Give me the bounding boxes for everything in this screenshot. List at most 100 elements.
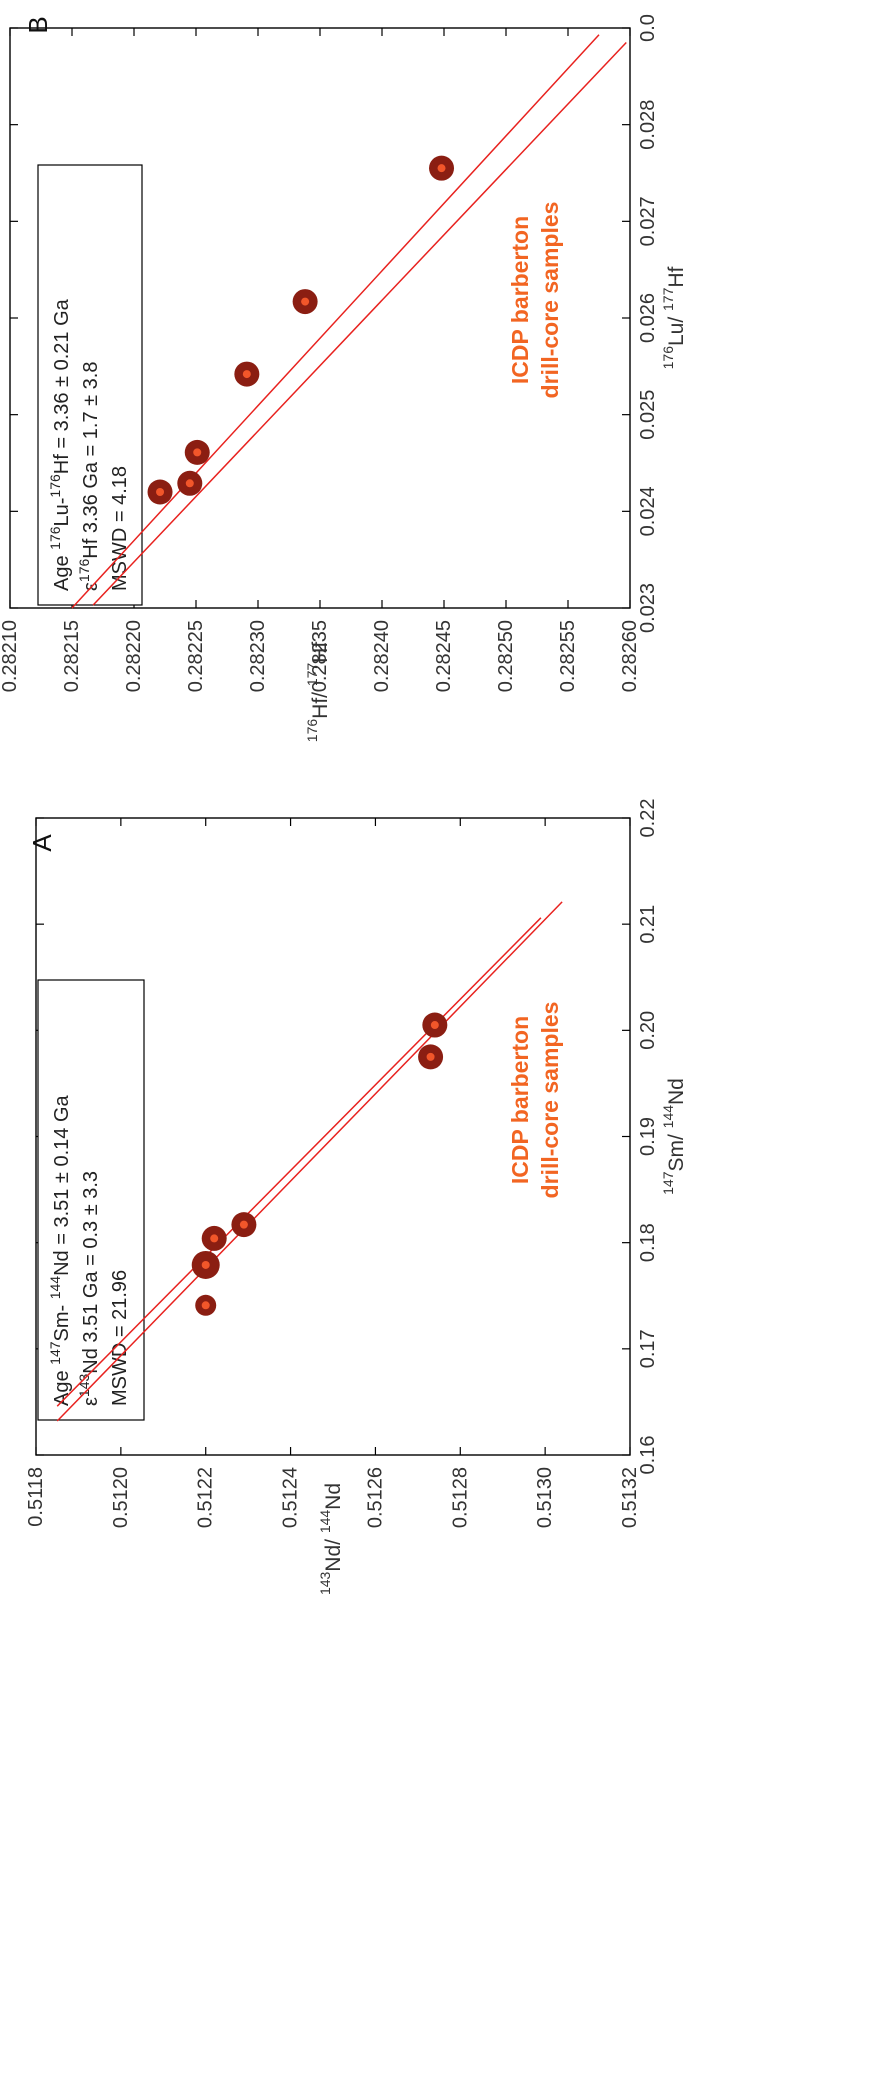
text-run-chart_data.0.legend_box.lines.0-2: Sm- xyxy=(51,1299,73,1341)
data-point-core xyxy=(201,1260,210,1269)
text-run-chart_data.0.xlabel_parts-1: Sm/ xyxy=(665,1128,688,1171)
x-tick-label: 0.023 xyxy=(637,583,659,633)
superscript-chart_data.0.xlabel_parts-2: 144 xyxy=(660,1105,676,1129)
stats-line-1: Age 176Lu-176Hf = 3.36 ± 0.21 Ga xyxy=(47,298,73,591)
data-point-core xyxy=(156,488,165,496)
y-tick-label: 0.28230 xyxy=(247,620,269,692)
x-axis-title: 147Sm/ 144Nd xyxy=(660,1078,688,1195)
y-tick-label: 0.28240 xyxy=(371,620,393,692)
x-tick-label: 0.22 xyxy=(637,799,659,838)
y-tick-label: 0.5118 xyxy=(25,1467,47,1527)
y-tick-label: 0.28215 xyxy=(61,620,83,692)
x-tick-label: 0.18 xyxy=(637,1223,659,1262)
data-point-core xyxy=(301,297,310,306)
y-tick-label: 0.5122 xyxy=(195,1467,217,1528)
x-tick-label: 0.025 xyxy=(637,390,659,440)
text-run-chart_data.1.legend_box.lines.0-4: Hf = 3.36 ± 0.21 Ga xyxy=(51,298,73,474)
data-point-core xyxy=(193,448,202,457)
y-tick-label: 0.5132 xyxy=(619,1467,641,1528)
y-axis-title: 176Hf/ 177Hf xyxy=(304,642,332,743)
data-point-core xyxy=(210,1234,219,1243)
isochron-line-1 xyxy=(56,901,563,1422)
data-point-core xyxy=(430,1021,439,1030)
text-run-chart_data.1.legend_box.lines.2-0: MSWD = 4.18 xyxy=(109,466,131,591)
annotation-line-1: ICDP barberton xyxy=(507,1016,533,1184)
text-run-chart_data.1.legend_box.lines.0-0: Age xyxy=(51,550,73,591)
text-run-chart_data.0.legend_box.lines.0-0: Age xyxy=(51,1365,73,1406)
y-tick-label: 0.28255 xyxy=(557,620,579,692)
y-tick-label: 0.5128 xyxy=(449,1467,471,1528)
stats-box xyxy=(37,164,143,606)
y-tick-label: 0.28235 xyxy=(309,620,331,692)
data-point-core xyxy=(242,370,251,379)
x-tick-label: 0.026 xyxy=(637,293,659,343)
text-run-chart_data.1.legend_box.lines.1-2: Hf 3.36 Ga = 1.7 ± 3.8 xyxy=(80,362,102,559)
panel-label: B xyxy=(23,16,53,33)
text-run-chart_data.0.legend_box.lines.1-0: ε xyxy=(80,1397,102,1406)
text-run-chart_data.0.legend_box.lines.1-2: Nd 3.51 Ga = 0.3 ± 3.3 xyxy=(80,1171,102,1374)
text-run-chart_data.0.legend_box.lines.0-4: Nd = 3.51 ± 0.14 Ga xyxy=(51,1094,73,1275)
panel-b: 0.023 0.024 0.025 0.026 0.027 0.028 0.0 0.28210… xyxy=(0,14,688,742)
superscript-chart_data.1.ylabel_parts-2: 177 xyxy=(304,663,320,687)
text-run-chart_data.0.ylabel_parts-3: Nd xyxy=(322,1483,345,1510)
text-run-chart_data.1.ylabel_parts-1: Hf/ xyxy=(309,686,332,719)
isochron-line-2 xyxy=(56,917,542,1407)
y-tick-label: 0.28220 xyxy=(123,620,145,692)
x-tick-label: 0.20 xyxy=(637,1011,659,1050)
annotation-line-1: ICDP barberton xyxy=(507,216,533,384)
data-point-core xyxy=(239,1220,248,1229)
y-tick-label: 0.28245 xyxy=(433,620,455,692)
superscript-chart_data.1.xlabel_parts-2: 177 xyxy=(660,287,676,311)
stats-line-2: ε143Nd 3.51 Ga = 0.3 ± 3.3 xyxy=(76,1171,102,1406)
x-tick-label: 0.0 xyxy=(637,14,659,42)
y-tick-label: 0.28250 xyxy=(495,620,517,692)
text-run-chart_data.1.ylabel_parts-3: Hf xyxy=(309,642,332,663)
x-tick-label: 0.028 xyxy=(637,100,659,150)
data-point-core xyxy=(437,164,446,173)
superscript-chart_data.1.legend_box.lines.1-1: 176 xyxy=(76,559,92,583)
text-run-chart_data.1.xlabel_parts-3: Hf xyxy=(665,266,688,287)
x-tick-label: 0.027 xyxy=(637,196,659,246)
superscript-chart_data.0.ylabel_parts-2: 144 xyxy=(317,1510,333,1534)
x-axis-title: 176Lu/ 177Hf xyxy=(660,266,688,369)
panel-a: 0.16 0.17 0.18 0.19 0.20 0.21 0.22 0.5118 0.5120… xyxy=(25,799,688,1596)
isochron-line-1 xyxy=(92,41,627,606)
text-run-chart_data.1.legend_box.lines.0-2: Lu- xyxy=(51,498,73,527)
text-run-chart_data.0.xlabel_parts-3: Nd xyxy=(665,1078,688,1105)
y-tick-label: 0.28210 xyxy=(0,620,21,692)
text-run-chart_data.0.ylabel_parts-1: Nd/ xyxy=(322,1533,345,1572)
y-tick-label: 0.5120 xyxy=(110,1467,132,1528)
data-point-core xyxy=(426,1052,435,1061)
isochron-line-2 xyxy=(71,34,600,609)
superscript-chart_data.1.legend_box.lines.0-3: 176 xyxy=(47,474,63,498)
data-point-core xyxy=(201,1301,210,1310)
x-tick-label: 0.21 xyxy=(637,905,659,944)
stats-line-3: MSWD = 4.18 xyxy=(109,466,131,591)
annotation-line-2: drill-core samples xyxy=(537,202,563,399)
data-point-core xyxy=(185,479,194,488)
y-tick-label: 0.28225 xyxy=(185,620,207,692)
y-tick-label: 0.5124 xyxy=(280,1467,302,1528)
panel-label: A xyxy=(27,834,57,852)
stats-line-3: MSWD = 21.96 xyxy=(109,1270,131,1406)
stats-line-2: ε176Hf 3.36 Ga = 1.7 ± 3.8 xyxy=(76,362,102,592)
superscript-chart_data.0.legend_box.lines.0-3: 144 xyxy=(47,1276,63,1300)
y-tick-label: 0.28260 xyxy=(619,620,641,692)
text-run-chart_data.1.xlabel_parts-1: Lu/ xyxy=(665,311,688,346)
superscript-chart_data.0.ylabel_parts-0: 143 xyxy=(317,1571,333,1595)
x-tick-label: 0.024 xyxy=(637,486,659,536)
y-axis-title: 143Nd/ 144Nd xyxy=(317,1483,345,1595)
x-tick-label: 0.16 xyxy=(637,1436,659,1475)
stats-box xyxy=(37,979,145,1421)
text-run-chart_data.0.legend_box.lines.2-0: MSWD = 21.96 xyxy=(109,1270,131,1406)
x-tick-label: 0.17 xyxy=(637,1329,659,1368)
superscript-chart_data.0.xlabel_parts-0: 147 xyxy=(660,1171,676,1195)
superscript-chart_data.0.legend_box.lines.0-1: 147 xyxy=(47,1341,63,1365)
superscript-chart_data.1.ylabel_parts-0: 176 xyxy=(304,719,320,743)
y-tick-label: 0.5130 xyxy=(534,1467,556,1528)
x-tick-label: 0.19 xyxy=(637,1117,659,1156)
annotation-line-2: drill-core samples xyxy=(537,1002,563,1199)
superscript-chart_data.1.legend_box.lines.0-1: 176 xyxy=(47,526,63,550)
